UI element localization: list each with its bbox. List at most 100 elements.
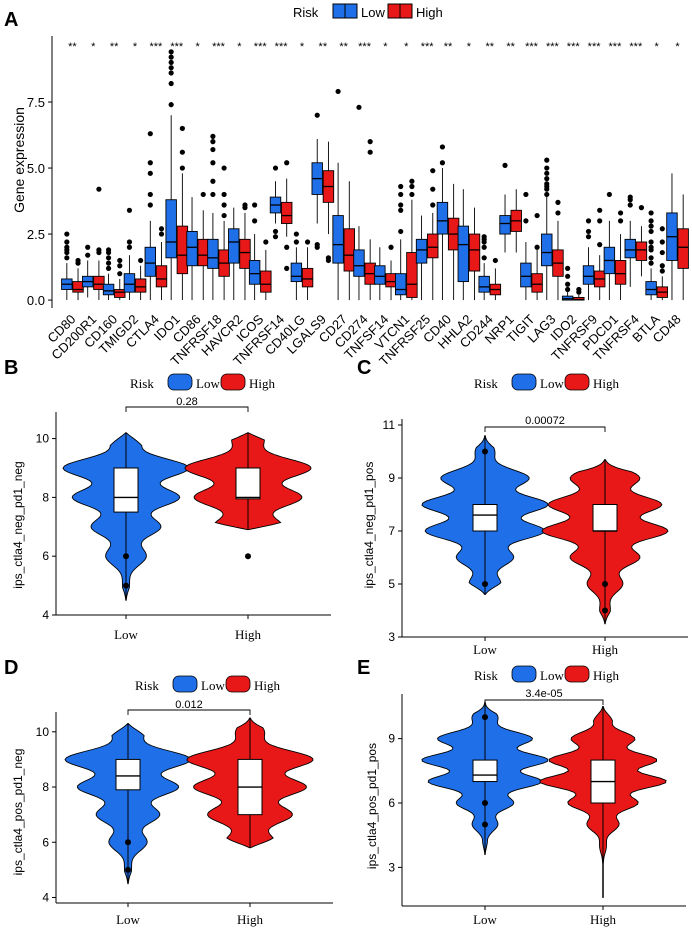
- outlier-point: [126, 239, 133, 245]
- outlier-point: [544, 165, 550, 171]
- outlier-point: [367, 139, 373, 145]
- panel-b-plot: 4 6 8 10: [36, 406, 331, 622]
- panel-e: E Risk Low High ips_ctla4_pos_pd1_pos 3 6…: [357, 657, 686, 927]
- outlier-point: [210, 178, 216, 184]
- outlier-point: [252, 218, 258, 224]
- significance-label: **: [319, 41, 328, 53]
- x-tick-high: High: [590, 912, 617, 927]
- outlier-point: [648, 223, 654, 229]
- box: [115, 758, 141, 791]
- outlier-point: [179, 165, 185, 171]
- outlier-point: [482, 581, 488, 587]
- outlier-point: [125, 866, 131, 873]
- outlier-point: [105, 255, 112, 261]
- outlier-point: [544, 181, 550, 187]
- significance-label: ***: [629, 41, 643, 53]
- outlier-point: [482, 448, 488, 455]
- outlier-point: [648, 210, 654, 216]
- outlier-point: [648, 260, 654, 266]
- outlier-point: [502, 162, 508, 168]
- outlier-point: [544, 157, 550, 163]
- outlier-point: [544, 176, 550, 182]
- outlier-point: [210, 139, 216, 145]
- significance-label: ***: [212, 41, 226, 53]
- box: [102, 283, 115, 296]
- outlier-point: [659, 263, 665, 269]
- significance-label: ***: [588, 41, 602, 53]
- outlier-point: [439, 160, 446, 166]
- box: [395, 273, 407, 296]
- legend-title: Risk: [474, 376, 498, 391]
- outlier-point: [117, 271, 123, 277]
- outlier-point: [179, 149, 185, 155]
- box: [123, 273, 136, 293]
- panel-d-plot: 4 6 8 10: [36, 709, 333, 907]
- outlier-point: [481, 234, 487, 240]
- panel-e-y-label: ips_ctla4_pos_pd1_pos: [365, 743, 379, 869]
- y-tick-label: 7.5: [27, 95, 45, 110]
- x-tick-low: Low: [473, 912, 497, 927]
- outlier-point: [284, 160, 290, 166]
- box: [592, 504, 618, 532]
- outlier-point: [210, 146, 216, 153]
- box: [134, 278, 147, 293]
- box: [436, 201, 449, 235]
- box: [677, 228, 689, 269]
- outlier-point: [147, 191, 153, 198]
- panel-b-legend: Risk Low High: [130, 373, 276, 391]
- outlier-point: [659, 239, 665, 245]
- outlier-point: [126, 207, 133, 213]
- outlier-point: [210, 160, 216, 166]
- panel-d-y-label: ips_ctla4_pos_pd1_neg: [11, 749, 25, 876]
- significance-label: ***: [170, 41, 184, 53]
- significance-label: ***: [254, 41, 268, 53]
- outlier-point: [482, 821, 488, 828]
- significance-label: *: [675, 41, 680, 53]
- significance-label: *: [300, 41, 305, 53]
- panel-c: C Risk Low High ips_ctla4_neg_pd1_pos 3 5…: [357, 357, 688, 657]
- y-tick-label: 4: [42, 890, 49, 904]
- significance-label: *: [404, 41, 409, 53]
- x-tick-high: High: [237, 912, 264, 927]
- outlier-point: [179, 125, 185, 132]
- outlier-point: [398, 202, 404, 208]
- outlier-point: [96, 247, 102, 253]
- panel-a-letter: A: [4, 9, 18, 31]
- box: [472, 759, 498, 783]
- outlier-point: [602, 581, 608, 587]
- legend-high-label: High: [593, 668, 620, 683]
- outlier-point: [221, 165, 227, 171]
- p-value: 0.012: [175, 699, 203, 711]
- y-tick-label: 10: [36, 432, 50, 446]
- outlier-point: [325, 255, 332, 261]
- significance-label: **: [485, 41, 494, 53]
- outlier-point: [314, 112, 320, 118]
- legend-low-label: Low: [540, 376, 564, 391]
- box: [290, 262, 303, 283]
- significance-label: *: [655, 41, 660, 53]
- box: [93, 275, 105, 290]
- outlier-point: [147, 202, 153, 208]
- box: [499, 215, 511, 235]
- y-tick-label: 6: [42, 549, 49, 563]
- legend-high-label: High: [416, 5, 443, 20]
- panel-b-y-label: ips_ctla4_neg_pd1_neg: [11, 461, 25, 588]
- outlier-point: [565, 286, 571, 293]
- box: [374, 265, 386, 285]
- outlier-point: [585, 234, 592, 240]
- outlier-point: [284, 244, 290, 250]
- outlier-point: [105, 247, 112, 253]
- outlier-point: [293, 231, 299, 237]
- legend-high-swatch: [564, 373, 590, 391]
- outlier-point: [659, 249, 665, 256]
- box: [155, 265, 168, 288]
- outlier-point: [147, 170, 153, 176]
- box: [457, 225, 469, 283]
- significance-label: *: [195, 41, 200, 53]
- legend-low-swatch: [172, 675, 198, 693]
- y-tick-label: 9: [388, 732, 395, 746]
- box: [207, 238, 219, 269]
- box: [113, 467, 139, 513]
- outlier-point: [576, 286, 582, 293]
- x-tick-high: High: [235, 627, 262, 642]
